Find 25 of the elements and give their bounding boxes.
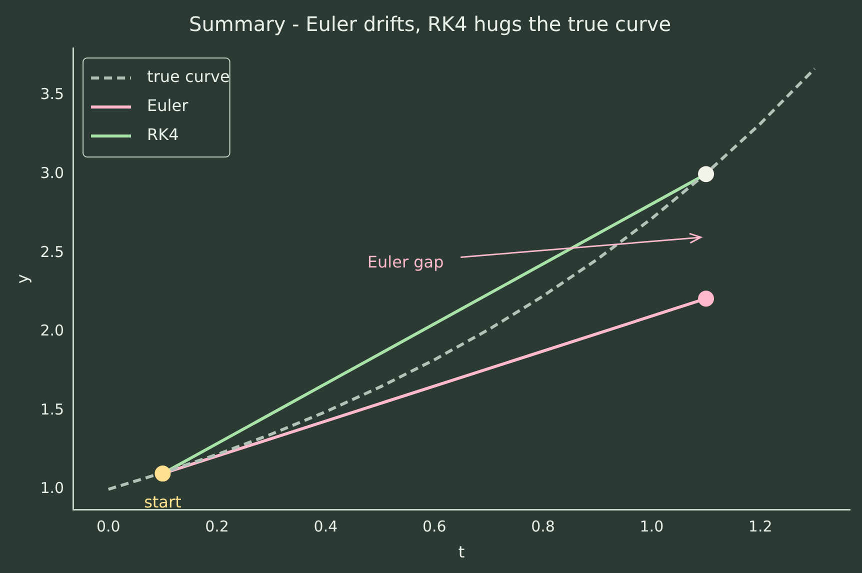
x-tick-label: 1.0 [640,518,664,536]
y-tick-label: 2.5 [40,242,64,261]
annotation: Euler gap [367,252,444,272]
x-tick-label: 0.0 [96,518,120,536]
point [154,466,171,482]
y-tick-label: 1.5 [40,400,64,418]
x-tick-label: 0.2 [205,518,229,536]
line-series [106,67,816,491]
y-axis-title: y [12,274,32,284]
x-tick-label: 0.6 [422,518,446,536]
y-tick-label: 2.0 [40,322,64,340]
annotation: start [144,492,182,512]
legend-label: true curve [147,67,230,86]
point [698,166,714,182]
x-tick-label: 0.8 [531,518,555,536]
y-tick-label: 1.0 [40,479,64,498]
x-axis-title: t [458,542,465,562]
y-tick-label: 3.0 [40,164,64,182]
point [698,290,714,307]
legend-label: RK4 [147,125,179,144]
x-tick-label: 0.4 [314,518,338,536]
y-tick-label: 3.5 [40,85,64,104]
legend-label: Euler [147,96,189,116]
x-tick-label: 1.2 [748,518,772,536]
chart-title: Summary - Euler drifts, RK4 hugs the true curve [188,12,672,36]
